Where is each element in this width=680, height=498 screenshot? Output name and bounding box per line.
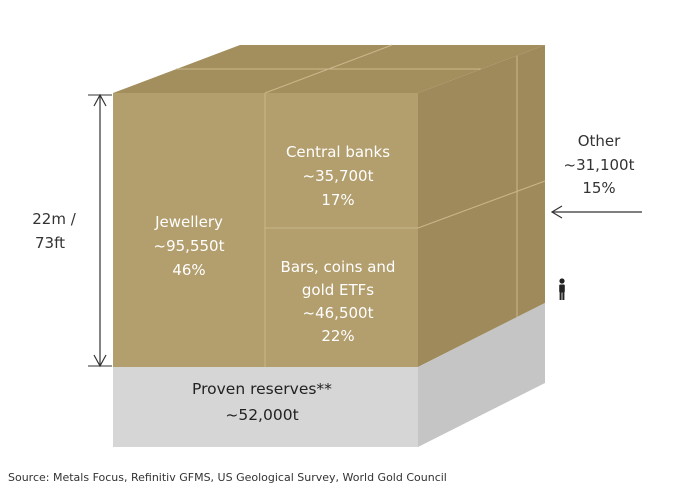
other-tonnes: ~31,100t bbox=[564, 156, 635, 174]
reserves-side-face bbox=[418, 303, 545, 447]
central-banks-tonnes: ~35,700t bbox=[303, 167, 374, 185]
bars-coins-tonnes: ~46,500t bbox=[303, 304, 374, 322]
reserves-front-face bbox=[113, 367, 418, 447]
bars-coins-share: 22% bbox=[321, 327, 354, 345]
other-label: Other bbox=[578, 132, 621, 150]
height-label-feet: 73ft bbox=[35, 234, 65, 252]
jewellery-share: 46% bbox=[172, 261, 205, 279]
cube-side-divider bbox=[417, 180, 546, 229]
bars-coins-label-line1: Bars, coins and bbox=[281, 258, 396, 276]
other-share: 15% bbox=[582, 179, 615, 197]
cube-top-divider bbox=[264, 44, 393, 94]
jewellery-tonnes: ~95,550t bbox=[154, 237, 225, 255]
height-arrowhead-bottom bbox=[93, 354, 107, 368]
jewellery-label: Jewellery bbox=[154, 213, 223, 231]
height-label-metres: 22m / bbox=[32, 210, 76, 228]
source-note: Source: Metals Focus, Refinitiv GFMS, US… bbox=[8, 471, 447, 484]
cube-side-face bbox=[418, 45, 545, 367]
bars-coins-label-line2: gold ETFs bbox=[302, 281, 374, 299]
person-icon bbox=[559, 278, 565, 300]
reserves-tonnes: ~52,000t bbox=[225, 406, 298, 424]
reserves-label: Proven reserves** bbox=[192, 380, 332, 398]
central-banks-share: 17% bbox=[321, 191, 354, 209]
central-banks-label: Central banks bbox=[286, 143, 390, 161]
height-arrowhead-top bbox=[93, 93, 107, 107]
other-arrowhead bbox=[550, 205, 563, 219]
